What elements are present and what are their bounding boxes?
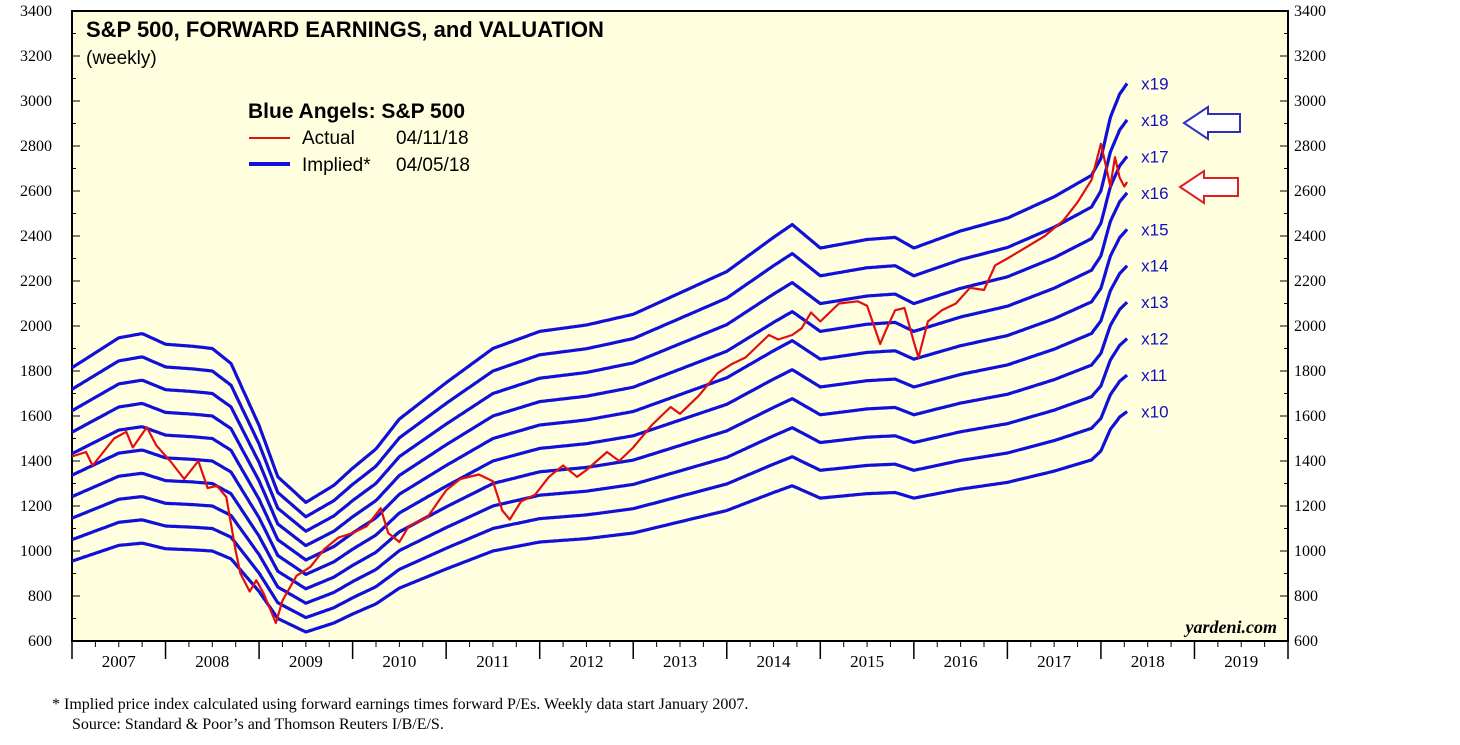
chart-subtitle: (weekly) <box>86 48 157 69</box>
x-tick-label: 2018 <box>1131 652 1165 671</box>
y-tick-label-left: 1200 <box>20 498 52 515</box>
multiple-label-x14: x14 <box>1141 257 1168 276</box>
x-tick-label: 2007 <box>102 652 137 671</box>
multiple-label-x11: x11 <box>1141 366 1167 385</box>
x-tick-label: 2010 <box>382 652 416 671</box>
legend-label-implied: Implied* <box>302 155 371 176</box>
y-tick-label-left: 3400 <box>20 3 52 20</box>
implied-line-x10 <box>71 410 1129 634</box>
y-tick-label-left: 2600 <box>20 183 52 200</box>
y-tick-label-right: 2000 <box>1294 318 1326 335</box>
y-tick-label-right: 2400 <box>1294 228 1326 245</box>
multiple-label-x15: x15 <box>1141 220 1168 239</box>
implied-line-x17 <box>71 155 1129 533</box>
footnote-implied: * Implied price index calculated using f… <box>52 696 749 713</box>
brand-watermark: yardeni.com <box>1184 617 1278 637</box>
multiple-label-x19: x19 <box>1141 74 1168 93</box>
legend-label-actual: Actual <box>302 128 355 149</box>
x-axis: 2007 2008 2009 2010 2011 2012 2013 2014 2015 2016… <box>71 641 1289 671</box>
y-tick-label-left: 1000 <box>20 543 52 560</box>
y-tick-label-right: 1000 <box>1294 543 1326 560</box>
multiple-label-x10: x10 <box>1141 403 1168 422</box>
y-tick-label-left: 600 <box>28 633 52 650</box>
y-tick-label-left: 2800 <box>20 138 52 155</box>
implied-line-x16 <box>71 191 1129 548</box>
legend-date-actual: 04/11/18 <box>396 128 469 149</box>
implied-series-group <box>71 82 1129 634</box>
x-tick-label: 2011 <box>476 652 509 671</box>
y-tick-label-right: 1600 <box>1294 408 1326 425</box>
multiple-label-x13: x13 <box>1141 293 1168 312</box>
multiple-label-x18: x18 <box>1141 111 1168 130</box>
y-tick-label-left: 1400 <box>20 453 52 470</box>
implied-line-x15 <box>71 228 1129 562</box>
x-tick-label: 2017 <box>1037 652 1072 671</box>
y-tick-label-right: 3200 <box>1294 48 1326 65</box>
blue-arrow-icon <box>1182 105 1241 141</box>
implied-line-x13 <box>71 301 1129 591</box>
y-tick-label-right: 600 <box>1294 633 1318 650</box>
implied-line-x11 <box>71 373 1129 620</box>
implied-line-x14 <box>71 264 1129 576</box>
y-tick-label-right: 3000 <box>1294 93 1326 110</box>
implied-line-x12 <box>71 337 1129 605</box>
actual-series-group <box>71 142 1129 625</box>
x-tick-label: 2019 <box>1224 652 1258 671</box>
chart-title: S&P 500, FORWARD EARNINGS, and VALUATION <box>86 17 604 42</box>
y-tick-label-right: 1200 <box>1294 498 1326 515</box>
multiple-label-x12: x12 <box>1141 330 1168 349</box>
x-tick-label: 2015 <box>850 652 884 671</box>
red-arrow-icon <box>1178 169 1239 205</box>
x-tick-label: 2013 <box>663 652 697 671</box>
y-tick-label-left: 1800 <box>20 363 52 380</box>
y-tick-label-left: 2400 <box>20 228 52 245</box>
y-tick-label-right: 2600 <box>1294 183 1326 200</box>
y-tick-label-left: 2200 <box>20 273 52 290</box>
x-tick-label: 2008 <box>195 652 229 671</box>
y-tick-label-left: 3000 <box>20 93 52 110</box>
implied-line-x18 <box>71 118 1129 519</box>
x-tick-label: 2016 <box>944 652 978 671</box>
y-tick-label-right: 1400 <box>1294 453 1326 470</box>
x-tick-label: 2014 <box>757 652 792 671</box>
y-tick-label-right: 3400 <box>1294 3 1326 20</box>
y-tick-label-left: 1600 <box>20 408 52 425</box>
footnote-source: Source: Standard & Poor’s and Thomson Re… <box>72 716 444 733</box>
legend-title: Blue Angels: S&P 500 <box>248 100 465 123</box>
x-tick-label: 2009 <box>289 652 323 671</box>
multiple-label-x17: x17 <box>1141 147 1168 166</box>
legend: Blue Angels: S&P 500 Actual 04/11/18 Imp… <box>248 100 470 176</box>
y-tick-label-right: 2800 <box>1294 138 1326 155</box>
multiple-labels-group: x10 x11 x12 x13 x14 x15 x16 x17 x18 x19 <box>1141 74 1168 421</box>
legend-date-implied: 04/05/18 <box>396 155 470 176</box>
actual-line <box>71 142 1129 625</box>
y-tick-label-right: 2200 <box>1294 273 1326 290</box>
implied-line-x19 <box>71 82 1129 504</box>
multiple-label-x16: x16 <box>1141 184 1168 203</box>
y-tick-label-left: 3200 <box>20 48 52 65</box>
y-axis-left: 600 800 1000 1200 1400 1600 1800 2000 2200 2400 26… <box>20 3 80 650</box>
x-tick-label: 2012 <box>569 652 603 671</box>
chart-svg: 600 800 1000 1200 1400 1600 1800 2000 2200 2400 26… <box>20 3 1326 671</box>
y-tick-label-right: 800 <box>1294 588 1318 605</box>
y-tick-label-left: 800 <box>28 588 52 605</box>
y-tick-label-right: 1800 <box>1294 363 1326 380</box>
y-tick-label-left: 2000 <box>20 318 52 335</box>
y-axis-right: 600 800 1000 1200 1400 1600 1800 2000 2200 2400 26… <box>1280 3 1326 650</box>
